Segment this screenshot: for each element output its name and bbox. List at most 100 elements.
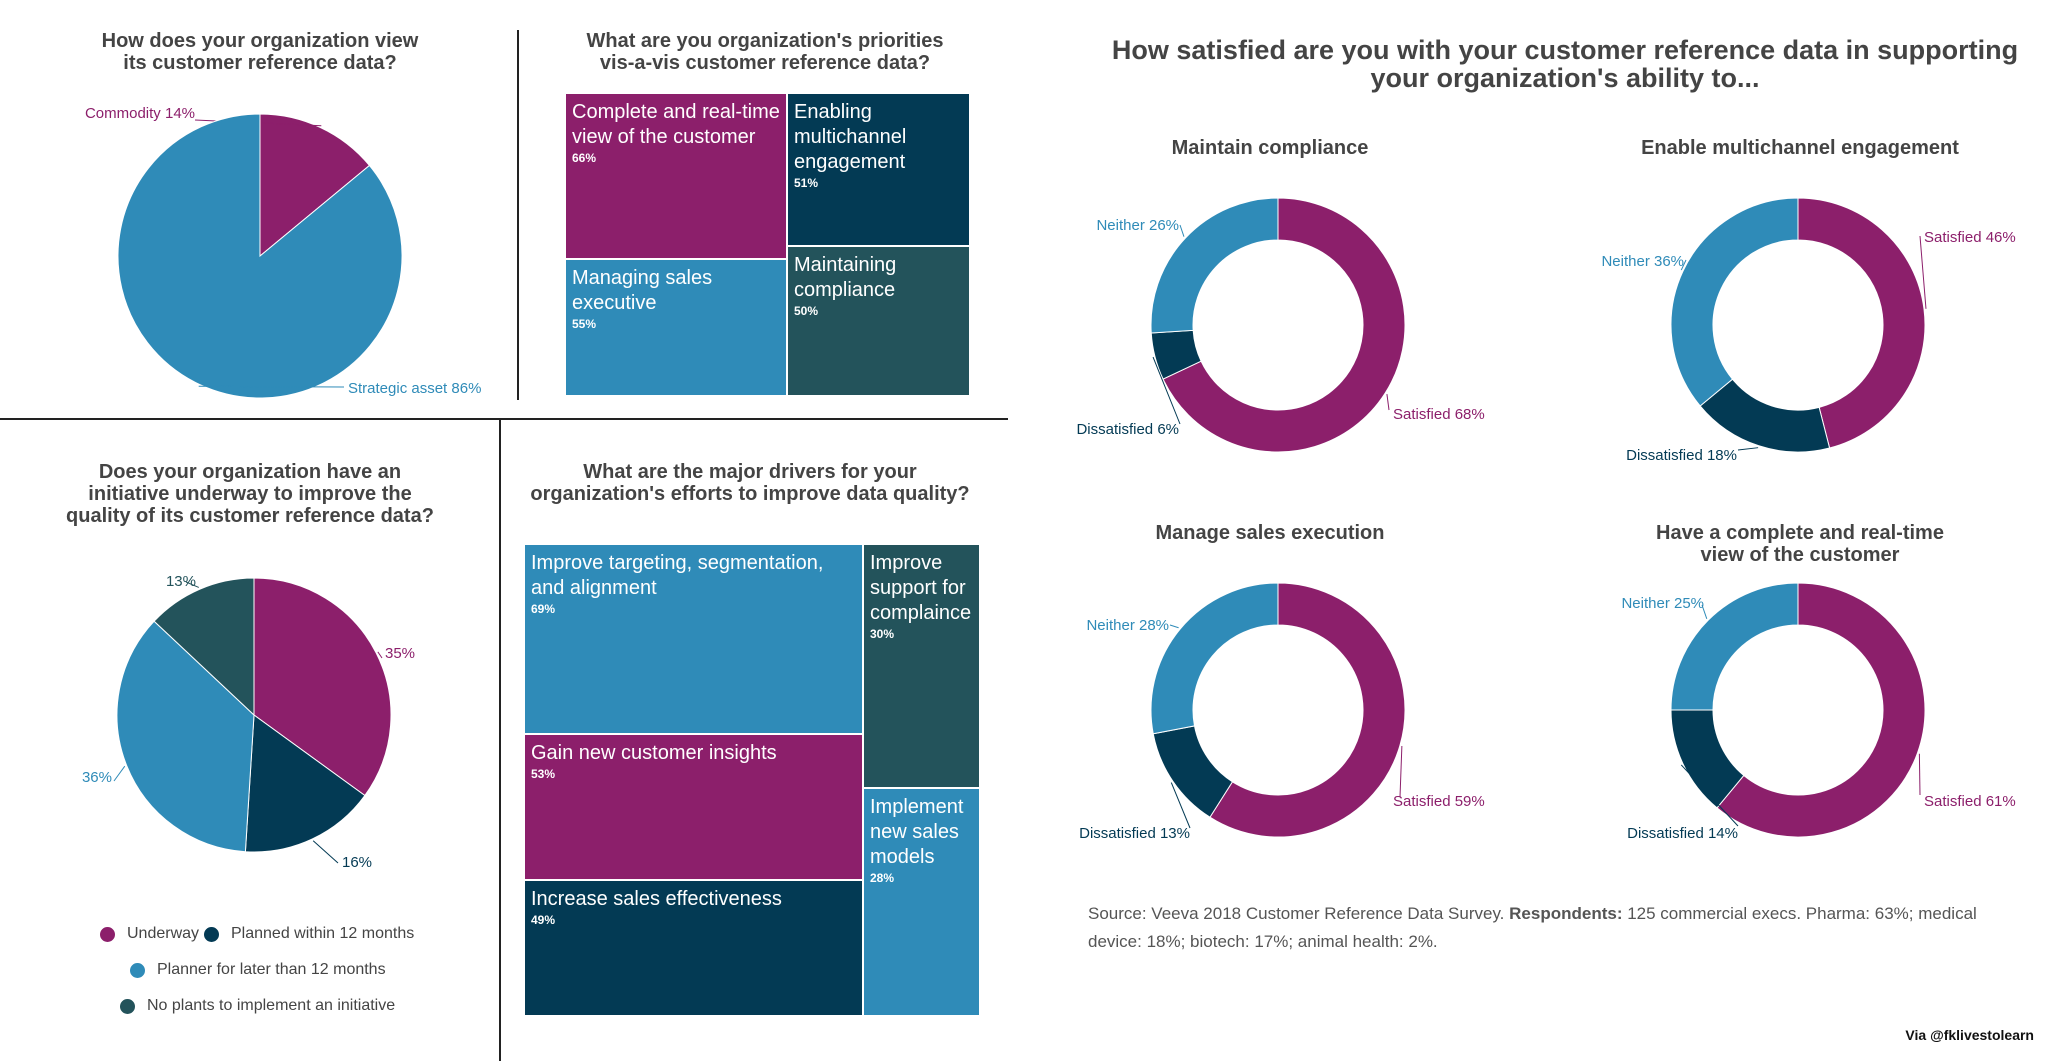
donut2-leader-line xyxy=(1680,259,1687,271)
donut3-slice-neither xyxy=(1150,582,1279,735)
donut1-slice-neither xyxy=(1150,197,1279,334)
donut4-title: Have a complete and real-time view of th… xyxy=(1656,522,1944,566)
legend-label: No plants to implement an initiative xyxy=(147,997,396,1014)
legend-item-no-plans: No plants to implement an initiative xyxy=(120,997,395,1015)
legend-dot xyxy=(120,998,135,1014)
divider-horizontal xyxy=(0,418,1008,420)
donut4-leader-line xyxy=(1701,604,1708,619)
source-rest: 125 commercial execs. Pharma: 63%; medic… xyxy=(1088,904,1977,951)
treemap2-cell-value: 51% xyxy=(794,176,819,190)
treemap4-cell-value: 30% xyxy=(870,627,895,641)
treemap4-cell-insights: Gain new customer insights 53% xyxy=(524,734,863,880)
donut2-leader-line xyxy=(1919,235,1927,309)
pie3-leader-line xyxy=(377,651,383,659)
donut2-slice-satisfied xyxy=(1797,197,1926,449)
donut1-label-dissatisfied: Dissatisfied 6% xyxy=(1076,421,1179,438)
donut1-leader-line xyxy=(1179,224,1185,237)
treemap2-cell-value: 55% xyxy=(572,317,597,331)
donut4-label-dissatisfied: Dissatisfied 14% xyxy=(1627,825,1738,842)
donut3-label-neither: Neither 28% xyxy=(1086,617,1169,634)
chart3-title: Does your organization have an initiativ… xyxy=(66,461,434,527)
donut1-leader-line xyxy=(1386,394,1390,411)
treemap2-cell-label: Maintaining compliance xyxy=(794,254,897,301)
donut2-label-neither: Neither 36% xyxy=(1601,253,1684,270)
donut2-chart: Satisfied 46% Dissatisfied 18% Neither 36% xyxy=(1601,197,2016,464)
pie1-label-strategic-asset: Strategic asset 86% xyxy=(348,380,481,397)
treemap4-cell-value: 69% xyxy=(531,602,556,616)
donut4-label-neither: Neither 25% xyxy=(1621,595,1704,612)
donut1-chart: Satisfied 68% Dissatisfied 6% Neither 26% xyxy=(1076,197,1485,453)
chart2-treemap: Complete and real-time view of the custo… xyxy=(565,93,970,396)
treemap4-cell-label: Improve targeting, segmentation, and ali… xyxy=(531,552,824,599)
legend-label: Planner for later than 12 months xyxy=(157,961,386,978)
pie3-slice-underway xyxy=(253,577,392,797)
legend-item-underway: Underway xyxy=(100,925,199,943)
treemap2-cell-sales-executive: Managing sales executive 55% xyxy=(565,259,787,396)
donut3-label-satisfied: Satisfied 59% xyxy=(1393,793,1485,810)
donut2-slice-neither xyxy=(1670,197,1799,407)
credit: Via @fklivestolearn xyxy=(1905,1027,2034,1043)
legend-dot xyxy=(100,926,115,942)
donut2-label-dissatisfied: Dissatisfied 18% xyxy=(1626,447,1737,464)
treemap2-cell-compliance: Maintaining compliance 50% xyxy=(787,246,970,396)
donut3-leader-line xyxy=(1169,624,1179,629)
donut3-slice-satisfied xyxy=(1209,582,1406,838)
pie1-leader-line xyxy=(198,385,345,388)
pie1-slice-strategic-asset xyxy=(117,113,403,399)
divider-bottom-vertical xyxy=(499,420,501,1061)
pie3-slice-no-plants-to-implement-an-initiative xyxy=(153,577,255,717)
treemap2-cell-value: 66% xyxy=(572,151,597,165)
pie3-leader-line xyxy=(185,581,199,588)
pie3-label-underway: 35% xyxy=(385,645,415,662)
legend-label: Underway xyxy=(127,925,200,942)
treemap4-cell-compliance: Improve support for complaince 30% xyxy=(863,544,980,788)
donut4-slice-satisfied xyxy=(1716,582,1926,838)
treemap2-cell-complete-view: Complete and real-time view of the custo… xyxy=(565,93,787,259)
treemap4-cell-effectiveness: Increase sales effectiveness 49% xyxy=(524,880,863,1016)
treemap2-cell-label: Managing sales executive xyxy=(572,267,713,314)
treemap2-cell-label: Complete and real-time view of the custo… xyxy=(572,101,780,148)
pie3-slice-planner-for-later-than-12-months xyxy=(116,620,255,853)
divider-top-vertical xyxy=(517,30,519,400)
donut2-title: Enable multichannel engagement xyxy=(1641,137,1959,159)
legend-dot xyxy=(130,962,145,978)
donut1-label-neither: Neither 26% xyxy=(1096,217,1179,234)
donut1-leader-line xyxy=(1152,356,1181,425)
legend-item-planned: Planned within 12 months xyxy=(204,925,414,943)
donut4-leader-line xyxy=(1918,753,1921,796)
donut1-slice-satisfied xyxy=(1162,197,1406,453)
donut2-leader-line xyxy=(1737,447,1759,451)
donut4-slice-neither xyxy=(1670,582,1799,711)
treemap4-cell-sales-models: Implement new sales models 28% xyxy=(863,788,980,1016)
treemap4-cell-label: Increase sales effectiveness xyxy=(531,888,782,910)
chart3-pie: 35% 16% 36% 13% xyxy=(82,573,415,871)
chart4-title: What are the major drivers for your orga… xyxy=(530,461,970,505)
donut3-chart: Satisfied 59% Dissatisfied 13% Neither 28% xyxy=(1079,582,1485,842)
pie3-label-planned-within-12-months: 16% xyxy=(342,854,372,871)
chart2-title: What are you organization's priorities v… xyxy=(586,30,944,74)
pie1-label-commodity: Commodity 14% xyxy=(85,105,195,122)
treemap4-cell-value: 53% xyxy=(531,767,556,781)
treemap2-cell-multichannel: Enabling multichannel engagement 51% xyxy=(787,93,970,246)
treemap4-cell-label: Implement new sales models xyxy=(870,796,964,868)
donut4-label-satisfied: Satisfied 61% xyxy=(1924,793,2016,810)
chart1-title: How does your organization view its cust… xyxy=(101,30,419,74)
donut4-chart: Satisfied 61% Dissatisfied 14% Neither 25% xyxy=(1621,582,2016,842)
source-prefix: Source: Veeva 2018 Customer Reference Da… xyxy=(1088,904,1510,923)
source-respondents-label: Respondents: xyxy=(1509,904,1623,923)
donut3-title: Manage sales execution xyxy=(1155,522,1385,544)
legend-dot xyxy=(204,926,219,942)
donut1-label-satisfied: Satisfied 68% xyxy=(1393,406,1485,423)
pie3-leader-line xyxy=(312,840,339,864)
source-note: Source: Veeva 2018 Customer Reference Da… xyxy=(1088,900,2018,956)
donut2-label-satisfied: Satisfied 46% xyxy=(1924,229,2016,246)
pie3-label-no-plants-to-implement-an-initiative: 13% xyxy=(166,573,196,590)
chart4-treemap: Improve targeting, segmentation, and ali… xyxy=(524,544,980,1016)
treemap4-cell-label: Improve support for complaince xyxy=(870,552,972,624)
treemap4-cell-targeting: Improve targeting, segmentation, and ali… xyxy=(524,544,863,734)
chart1-pie: Commodity 14% Strategic asset 86% xyxy=(85,105,481,399)
pie3-slice-planned-within-12-months xyxy=(244,714,366,853)
treemap2-cell-value: 50% xyxy=(794,304,819,318)
main-title: How satisfied are you with your customer… xyxy=(1111,35,2019,93)
donut3-label-dissatisfied: Dissatisfied 13% xyxy=(1079,825,1190,842)
